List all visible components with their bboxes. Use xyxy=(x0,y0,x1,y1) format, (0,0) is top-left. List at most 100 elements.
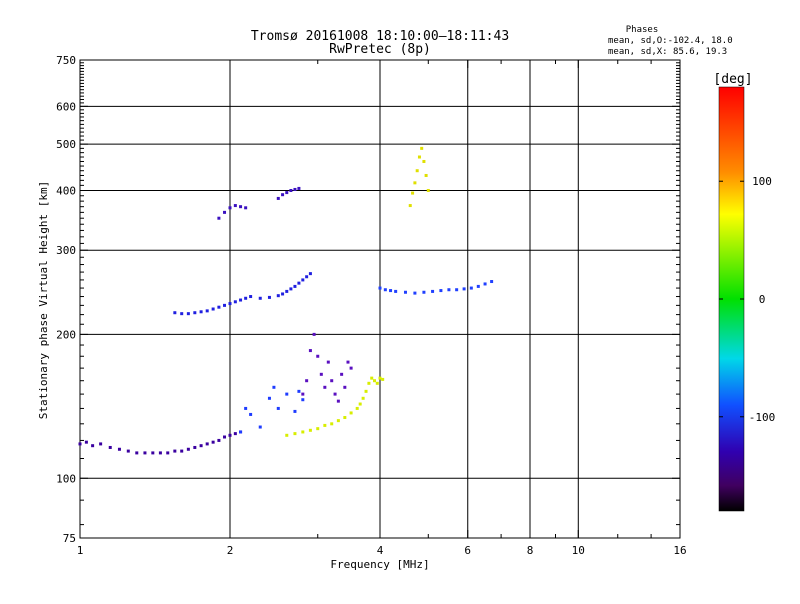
data-point xyxy=(84,440,88,444)
chart-title: Tromsø 20161008 18:10:00–18:11:43 xyxy=(251,29,509,44)
data-point xyxy=(281,292,285,296)
data-point xyxy=(316,427,320,431)
data-point xyxy=(326,360,330,364)
x-tick-label: 8 xyxy=(527,544,534,557)
data-point xyxy=(355,406,359,410)
data-point xyxy=(389,289,393,293)
data-point xyxy=(323,385,327,389)
data-point xyxy=(383,288,387,292)
data-point xyxy=(239,205,243,209)
x-axis-label: Frequency [MHz] xyxy=(330,558,429,571)
data-point xyxy=(343,385,347,389)
data-point xyxy=(205,309,209,313)
data-point xyxy=(439,289,443,293)
data-point xyxy=(293,284,297,288)
data-point xyxy=(217,216,221,220)
data-point xyxy=(361,396,365,400)
grid-lines xyxy=(79,60,680,538)
data-point xyxy=(211,307,215,311)
info-line-x: mean, sd,X: 85.6, 19.3 xyxy=(608,47,727,57)
data-point xyxy=(193,311,197,315)
x-tick-label: 6 xyxy=(464,544,471,557)
data-point xyxy=(394,289,398,293)
data-point xyxy=(415,169,419,173)
data-point xyxy=(447,288,451,292)
data-point xyxy=(272,385,276,389)
data-point xyxy=(308,272,312,276)
data-point xyxy=(217,305,221,309)
data-point xyxy=(293,432,297,436)
data-point xyxy=(173,449,177,453)
data-point xyxy=(258,425,262,429)
data-point xyxy=(422,290,426,294)
colorbar-tick-label: 0 xyxy=(759,293,766,306)
data-point xyxy=(233,204,237,208)
y-tick-label: 300 xyxy=(56,244,76,257)
data-point xyxy=(244,206,248,210)
data-point xyxy=(244,296,248,300)
data-point xyxy=(305,379,309,383)
data-point xyxy=(276,196,280,200)
data-point xyxy=(346,360,350,364)
data-point xyxy=(258,296,262,300)
x-tick-label: 16 xyxy=(673,544,686,557)
data-point xyxy=(455,288,459,292)
data-point xyxy=(239,430,243,434)
data-point xyxy=(301,278,305,282)
data-point xyxy=(305,275,309,279)
data-point xyxy=(239,298,243,302)
data-point xyxy=(316,354,320,358)
data-point xyxy=(228,206,232,210)
data-point xyxy=(364,389,368,393)
data-point xyxy=(431,289,435,293)
data-point xyxy=(158,451,162,455)
data-point xyxy=(126,449,130,453)
data-point xyxy=(143,451,147,455)
data-point xyxy=(99,442,103,446)
data-point xyxy=(244,406,248,410)
info-heading: Phases xyxy=(626,25,659,35)
colorbar-tick-label: -100 xyxy=(749,411,776,424)
data-point xyxy=(151,451,155,455)
data-point xyxy=(330,422,334,426)
data-point xyxy=(469,286,473,290)
data-point xyxy=(285,392,289,396)
data-point xyxy=(91,444,95,448)
x-tick-label: 10 xyxy=(572,544,585,557)
data-point xyxy=(349,366,353,370)
data-point xyxy=(378,376,382,380)
chart-subtitle: RwPretec (8p) xyxy=(329,42,431,57)
data-point xyxy=(205,442,209,446)
data-point xyxy=(297,281,301,285)
y-tick-label: 500 xyxy=(56,138,76,151)
info-line-o: mean, sd,O:-102.4, 18.0 xyxy=(608,36,733,46)
data-point xyxy=(223,210,227,214)
x-tick-label: 4 xyxy=(377,544,384,557)
data-point xyxy=(413,291,417,295)
data-point xyxy=(426,188,430,192)
data-point xyxy=(233,300,237,304)
data-point xyxy=(349,411,353,415)
data-point xyxy=(297,186,301,190)
data-point xyxy=(408,204,412,208)
data-point xyxy=(193,445,197,449)
data-point xyxy=(166,451,170,455)
data-point xyxy=(301,430,305,434)
data-point xyxy=(289,287,293,291)
x-tick-label: 1 xyxy=(77,544,84,557)
data-point xyxy=(483,282,487,286)
data-point xyxy=(285,433,289,437)
data-point xyxy=(249,295,253,299)
data-point xyxy=(330,379,334,383)
data-point xyxy=(490,280,494,284)
data-point xyxy=(293,187,297,191)
y-tick-label: 750 xyxy=(56,54,76,67)
data-point xyxy=(289,188,293,192)
data-point xyxy=(223,435,227,439)
data-point xyxy=(281,193,285,197)
data-point xyxy=(358,402,362,406)
data-point xyxy=(308,428,312,432)
data-point xyxy=(228,433,232,437)
